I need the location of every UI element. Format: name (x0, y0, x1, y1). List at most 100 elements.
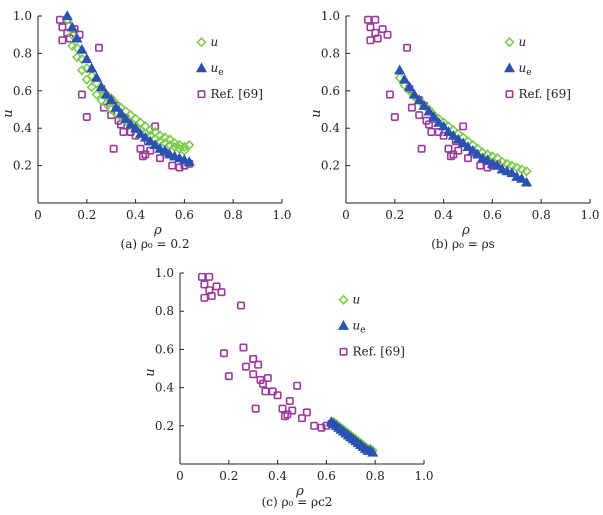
ref-69-point (278, 404, 287, 413)
ue-point (149, 139, 161, 150)
legend-marker (196, 37, 207, 48)
ref-69-point (249, 370, 258, 379)
ref-69-point (95, 43, 104, 52)
x-tick-label: 0.4 (126, 208, 145, 222)
ue-point (481, 154, 494, 165)
legend-label: Ref. [69] (210, 87, 262, 101)
legend-label: Ref. [69] (352, 345, 404, 359)
ue-point (130, 122, 142, 133)
u-point (71, 42, 83, 53)
ue-point (76, 43, 88, 54)
u-point (91, 89, 102, 100)
legend-label: ue (352, 319, 365, 336)
ref-69-point (58, 36, 67, 45)
ue-point (521, 176, 533, 187)
u-point (169, 138, 180, 149)
y-axis-label: u (1, 109, 16, 117)
y-tick-label: 1.0 (321, 9, 340, 23)
u-point (174, 139, 185, 151)
ref-69-point (310, 421, 319, 430)
ue-point (91, 71, 103, 82)
legend-marker (339, 347, 348, 356)
y-tick-label: 1.0 (13, 9, 32, 23)
ue-point (428, 111, 440, 122)
ue-point (467, 144, 479, 155)
legend-label: u (210, 35, 218, 49)
ref-69-point (207, 291, 216, 300)
ue-point (491, 159, 503, 170)
ue-point (408, 88, 420, 99)
ref-69-point (200, 280, 209, 289)
ue-point (462, 141, 474, 151)
x-tick-label: 0.4 (434, 208, 453, 222)
x-axis-label: ρ (461, 223, 470, 238)
legend-label: u (352, 293, 360, 307)
panel-caption: (b) ρ₀ = ρs (431, 237, 495, 251)
x-tick-label: 0.6 (175, 208, 194, 222)
ue-point (447, 129, 459, 140)
ref-69-point (444, 144, 453, 153)
ref-69-point (197, 272, 206, 281)
ue-point (100, 88, 112, 99)
y-tick-label: 1.0 (155, 266, 174, 280)
u-point (76, 65, 88, 76)
ue-point (115, 107, 127, 118)
legend-marker (505, 90, 514, 99)
u-point (159, 132, 171, 143)
ref-69-point (212, 282, 221, 291)
ref-69-point (205, 272, 214, 281)
ue-point (433, 116, 445, 127)
u-point (67, 40, 78, 52)
x-axis-label: ρ (295, 484, 304, 499)
ue-point (442, 126, 455, 137)
y-tick-label: 0.6 (155, 342, 174, 356)
y-tick-label: 0.4 (321, 121, 340, 135)
ref-69-point (378, 25, 387, 34)
ref-69-point (168, 161, 177, 170)
ref-69-point (373, 34, 382, 43)
x-tick-label: 0.4 (268, 469, 287, 483)
ref-69-point (424, 120, 433, 129)
ref-69-point (237, 301, 246, 310)
ue-point (423, 105, 435, 116)
y-tick-label: 0.6 (13, 84, 32, 98)
ref-69-point (254, 360, 263, 369)
chart-panel-c: 0 0.2 0.4 0.6 0.8 1.0 0.2 0.4 0.6 0.8 1.0 ρ u u ue Ref.… (143, 266, 434, 509)
x-tick-label: 0.6 (317, 469, 336, 483)
x-tick-label: 1.0 (272, 208, 291, 222)
ref-69-point (366, 36, 375, 45)
ref-69-point (77, 90, 86, 99)
u-point (71, 52, 83, 63)
ue-point (66, 21, 78, 32)
legend-label: ue (210, 61, 223, 78)
ref-69-point (415, 111, 424, 120)
ref-69-point (219, 349, 228, 358)
ref-69-point (427, 127, 436, 136)
y-tick-label: 0.6 (321, 84, 340, 98)
ue-point (86, 62, 98, 73)
ref-69-point (261, 387, 270, 396)
ue-point (61, 10, 73, 21)
ue-point (413, 94, 425, 105)
x-tick-label: 0.8 (366, 469, 385, 483)
ref-69-point (383, 30, 392, 39)
x-tick-label: 1.0 (580, 208, 599, 222)
ref-69-point (288, 406, 297, 415)
ref-69-point (273, 391, 282, 400)
legend-label: Ref. [69] (518, 87, 570, 101)
ref-69-point (200, 293, 209, 302)
x-tick-label: 0 (176, 469, 184, 483)
ref-69-point (258, 379, 267, 388)
ue-point (159, 144, 171, 155)
u-point (91, 78, 102, 89)
ref-69-point (156, 154, 165, 163)
ref-69-point (297, 414, 306, 423)
panel-caption: (c) ρ₀ = ρc2 (262, 495, 333, 509)
ue-point (144, 135, 156, 146)
legend-marker (338, 294, 349, 305)
ref-69-point (263, 374, 272, 383)
y-tick-label: 0.4 (13, 121, 32, 135)
ue-point (95, 81, 107, 92)
ref-69-point (317, 423, 326, 432)
